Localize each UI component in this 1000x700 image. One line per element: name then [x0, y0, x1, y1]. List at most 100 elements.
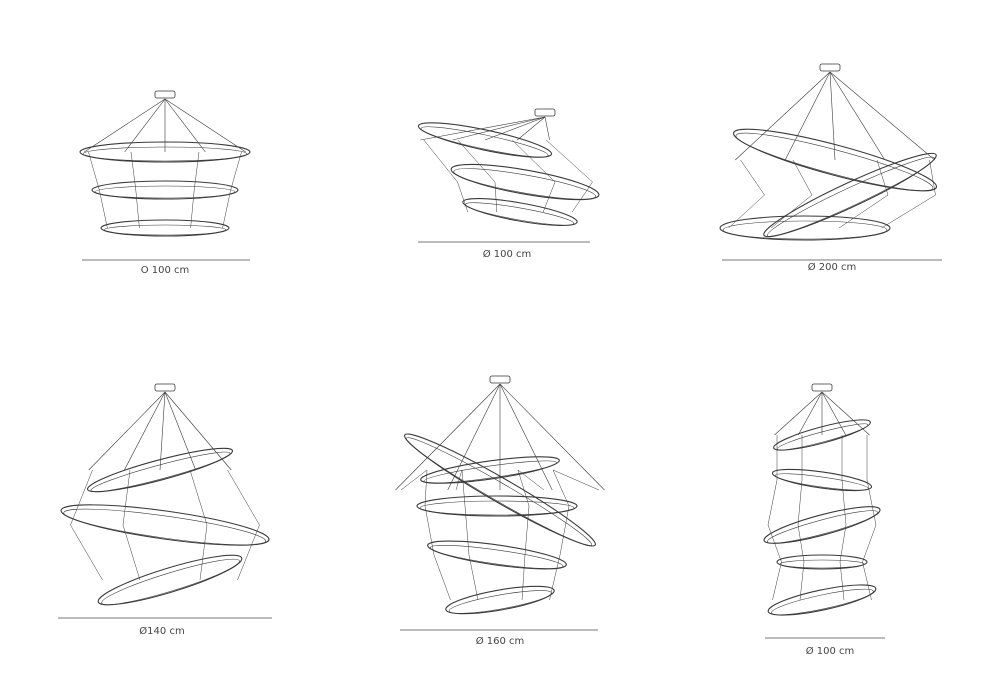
connecting-wire-5-2-0 [424, 505, 435, 556]
connecting-wire-2-0-0 [423, 139, 458, 183]
diameter-label-1: O 100 cm [140, 265, 190, 276]
connecting-wire-3-1-0 [728, 194, 765, 229]
connecting-wire-5-2-3 [559, 505, 570, 556]
light-ring-inner-5-3 [419, 500, 575, 516]
light-ring-inner-6-1 [776, 423, 869, 451]
suspension-cable-2-2 [484, 116, 546, 141]
connecting-wire-6-1-2 [841, 479, 847, 526]
connecting-wire-2-0-3 [546, 139, 593, 183]
light-ring-4-2 [60, 504, 270, 546]
suspension-cable-5-0 [395, 383, 501, 491]
suspension-cable-3-2 [829, 71, 836, 161]
light-ring-inner-4-3 [101, 558, 240, 605]
suspension-cable-3-3 [829, 71, 886, 161]
suspension-cable-6-4 [821, 391, 870, 436]
connecting-wire-4-0-0 [70, 469, 93, 526]
connecting-wire-5-1-0 [424, 469, 428, 507]
suspension-cable-6-3 [821, 391, 847, 436]
ceiling-canopy-2 [534, 108, 556, 117]
light-ring-inner-2-2 [453, 168, 596, 200]
connecting-wire-3-1-2 [838, 194, 889, 229]
diameter-label-2: Ø 100 cm [482, 249, 532, 260]
connecting-wire-4-1-0 [70, 524, 103, 581]
suspension-cable-2-4 [544, 116, 550, 141]
light-ring-6-1 [773, 419, 871, 451]
light-ring-inner-3-3 [722, 220, 888, 240]
connecting-wire-4-1-3 [237, 524, 260, 581]
light-ring-inner-5-4 [430, 545, 564, 569]
ceiling-canopy-6 [811, 383, 833, 392]
connecting-wire-2-1-0 [457, 181, 469, 213]
connecting-wire-1-0-2 [193, 151, 200, 191]
connecting-wire-1-0-3 [230, 151, 242, 191]
connecting-wire-5-0-3 [552, 469, 600, 491]
light-ring-inner-2-3 [465, 202, 575, 226]
light-ring-6-3 [763, 506, 881, 544]
connecting-wire-4-0-3 [227, 469, 260, 526]
light-ring-inner-4-2 [63, 508, 267, 546]
light-ring-6-5 [767, 584, 877, 616]
connecting-wire-1-1-0 [99, 189, 108, 229]
suspension-cable-5-4 [499, 383, 605, 491]
connecting-wire-5-0-1 [455, 469, 463, 491]
ceiling-canopy-1 [154, 90, 176, 99]
light-ring-4-1 [86, 447, 234, 493]
light-ring-inner-3-1 [735, 132, 934, 192]
light-ring-3-1 [732, 128, 938, 192]
connecting-wire-2-0-2 [512, 139, 556, 183]
diameter-label-4: Ø140 cm [139, 626, 185, 637]
light-ring-1-3 [100, 219, 230, 237]
connecting-wire-3-0-0 [740, 159, 765, 196]
connecting-wire-6-3-0 [772, 561, 782, 601]
light-ring-5-1 [403, 433, 597, 547]
suspension-cable-3-0 [735, 71, 831, 161]
light-ring-inner-6-4 [779, 559, 865, 569]
connecting-wire-4-0-2 [189, 469, 208, 526]
connecting-wire-5-3-0 [433, 554, 451, 601]
suspension-cable-6-1 [797, 391, 823, 436]
suspension-cable-4-3 [164, 391, 196, 471]
suspension-cable-1-4 [164, 98, 246, 153]
light-ring-5-5 [445, 585, 555, 615]
diameter-label-5: Ø 160 cm [475, 636, 525, 647]
connecting-wire-3-0-2 [876, 159, 889, 196]
connecting-wire-4-1-1 [122, 524, 141, 581]
connecting-wire-5-1-3 [552, 469, 570, 507]
light-ring-1-2 [91, 180, 239, 200]
connecting-wire-6-2-3 [862, 524, 877, 563]
ceiling-canopy-4 [154, 383, 176, 392]
connecting-wire-3-1-3 [881, 194, 936, 229]
light-ring-inner-6-3 [767, 510, 878, 544]
suspension-cable-2-1 [452, 116, 546, 141]
connecting-wire-4-1-2 [199, 524, 208, 581]
connecting-wire-2-0-1 [457, 139, 496, 183]
connecting-wire-5-0-0 [400, 469, 428, 491]
light-ring-4-3 [97, 554, 243, 606]
light-ring-inner-4-1 [90, 451, 231, 493]
connecting-wire-3-0-1 [792, 159, 813, 196]
connecting-wire-5-3-2 [521, 554, 526, 601]
connecting-wire-5-1-2 [517, 469, 530, 507]
suspension-cable-4-4 [164, 391, 232, 471]
light-ring-inner-1-1 [82, 146, 248, 162]
light-ring-3-3 [719, 215, 891, 241]
suspension-cable-1-0 [84, 98, 166, 153]
suspension-cable-5-1 [447, 383, 501, 491]
light-ring-5-2 [420, 456, 560, 484]
connecting-wire-1-1-2 [190, 189, 195, 229]
suspension-cable-2-0 [420, 116, 546, 141]
light-ring-inner-6-5 [771, 588, 874, 616]
light-ring-inner-1-2 [94, 185, 236, 199]
suspension-cable-3-4 [829, 71, 935, 161]
suspension-cable-6-0 [774, 391, 823, 436]
light-ring-2-3 [462, 198, 578, 226]
light-ring-inner-1-3 [103, 224, 227, 236]
light-ring-1-1 [79, 141, 251, 163]
connecting-wire-6-1-3 [866, 479, 877, 526]
connecting-wire-1-1-1 [135, 189, 140, 229]
light-ring-2-1 [417, 122, 553, 158]
connecting-wire-4-0-1 [122, 469, 131, 526]
connecting-wire-1-1-3 [222, 189, 231, 229]
